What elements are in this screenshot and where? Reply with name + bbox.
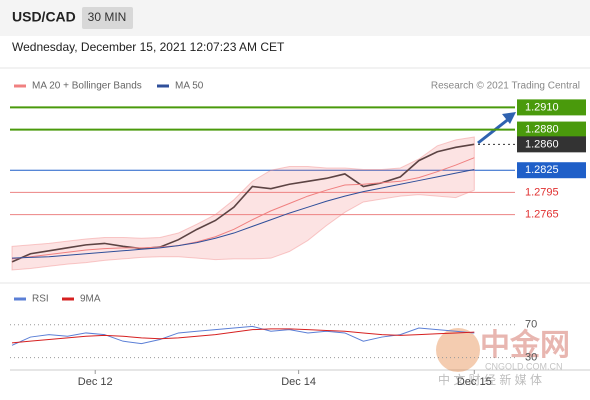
series-line — [11, 143, 475, 263]
level-label-box — [517, 121, 586, 138]
legend-label: MA 50 — [175, 81, 204, 92]
series-line — [11, 157, 475, 260]
watermark-slogan: 中 文 财 经 新 媒 体 — [438, 372, 542, 387]
symbol: USD/CAD — [12, 9, 76, 25]
series-line — [11, 168, 475, 259]
arrow-head — [502, 112, 516, 124]
legend-label: MA 20 + Bollinger Bands — [32, 81, 142, 92]
watermark: 中金网 CNGOLD.COM.CN 中 文 财 经 新 媒 体 — [436, 328, 570, 387]
level-label: 1.2880 — [525, 123, 559, 135]
series-line — [11, 328, 475, 344]
last-price-label: 1.2860 — [525, 138, 559, 150]
legend-label: 9MA — [80, 294, 101, 305]
legend-label: RSI — [32, 294, 49, 305]
timeframe-box — [82, 7, 133, 29]
bollinger-band — [11, 136, 475, 271]
level-label: 1.2795 — [525, 186, 559, 198]
y-tick-label: 30 — [525, 352, 537, 364]
watermark-logo — [436, 328, 480, 372]
x-tick-label: Dec 15 — [457, 376, 492, 388]
last-price-box — [517, 136, 586, 153]
level-label: 1.2825 — [525, 164, 559, 176]
y-tick-label: 70 — [525, 319, 537, 331]
timeframe: 30 MIN — [88, 10, 127, 24]
source: Research © 2021 Trading Central — [431, 81, 580, 92]
watermark-brand: 中金网 — [480, 328, 570, 362]
level-label-box — [517, 99, 586, 116]
series-line — [11, 325, 475, 346]
x-tick-label: Dec 14 — [281, 376, 316, 388]
watermark-site: CNGOLD.COM.CN — [485, 361, 563, 371]
level-label: 1.2910 — [525, 101, 559, 113]
datetime: Wednesday, December 15, 2021 12:07:23 AM… — [12, 40, 285, 54]
level-label: 1.2765 — [525, 208, 559, 220]
x-tick-label: Dec 12 — [78, 376, 113, 388]
level-label-box — [517, 162, 586, 179]
